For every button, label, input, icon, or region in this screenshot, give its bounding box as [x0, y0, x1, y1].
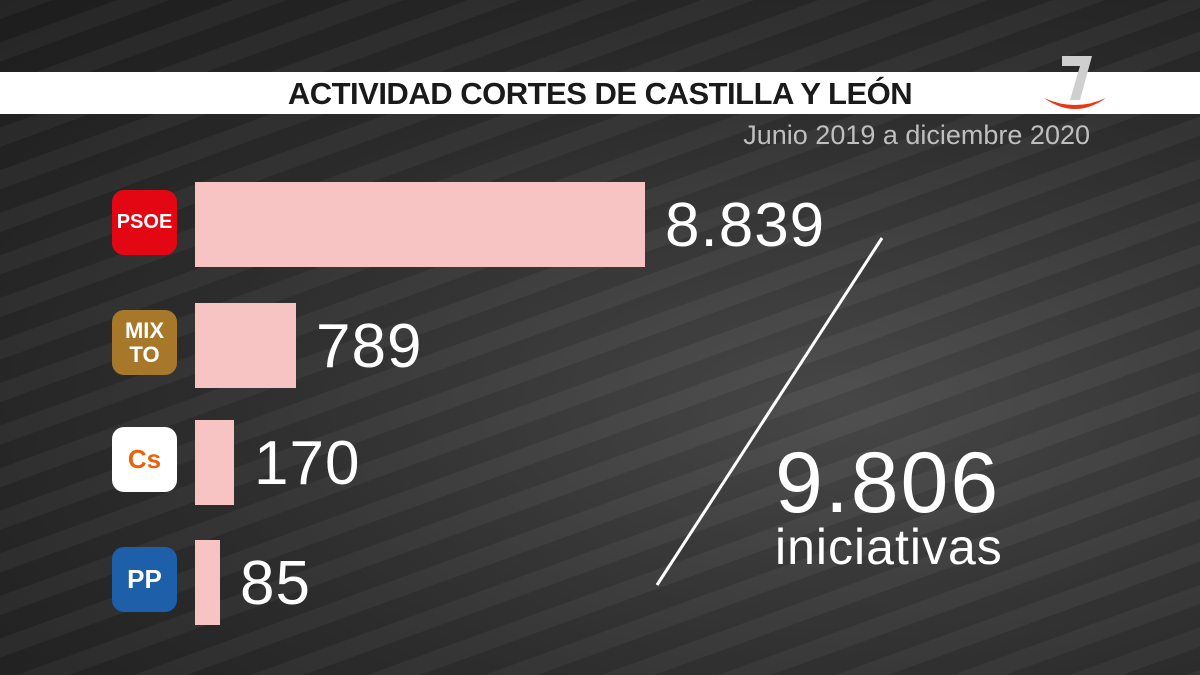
- psoe-logo: PSOE: [112, 190, 177, 255]
- title-band: [0, 72, 1200, 114]
- total-value: 9.806: [775, 435, 1001, 531]
- chart-subtitle: Junio 2019 a diciembre 2020: [743, 120, 1090, 150]
- bar-psoe: [195, 182, 645, 267]
- channel-7-logo: [1044, 56, 1106, 109]
- bar-cs: [195, 420, 234, 505]
- chart-title: ACTIVIDAD CORTES DE CASTILLA Y LEÓN: [287, 76, 913, 111]
- value-label: 170: [254, 429, 361, 498]
- value-label: 85: [240, 549, 311, 618]
- pp-logo: PP: [112, 547, 177, 612]
- value-label: 789: [316, 312, 423, 381]
- bar-pp: [195, 540, 220, 625]
- mixto-logo: MIX TO: [112, 310, 177, 375]
- total-unit: iniciativas: [775, 519, 1003, 575]
- bar-mixto: [195, 303, 296, 388]
- value-label: 8.839: [665, 191, 826, 260]
- cs-logo: Cs: [112, 427, 177, 492]
